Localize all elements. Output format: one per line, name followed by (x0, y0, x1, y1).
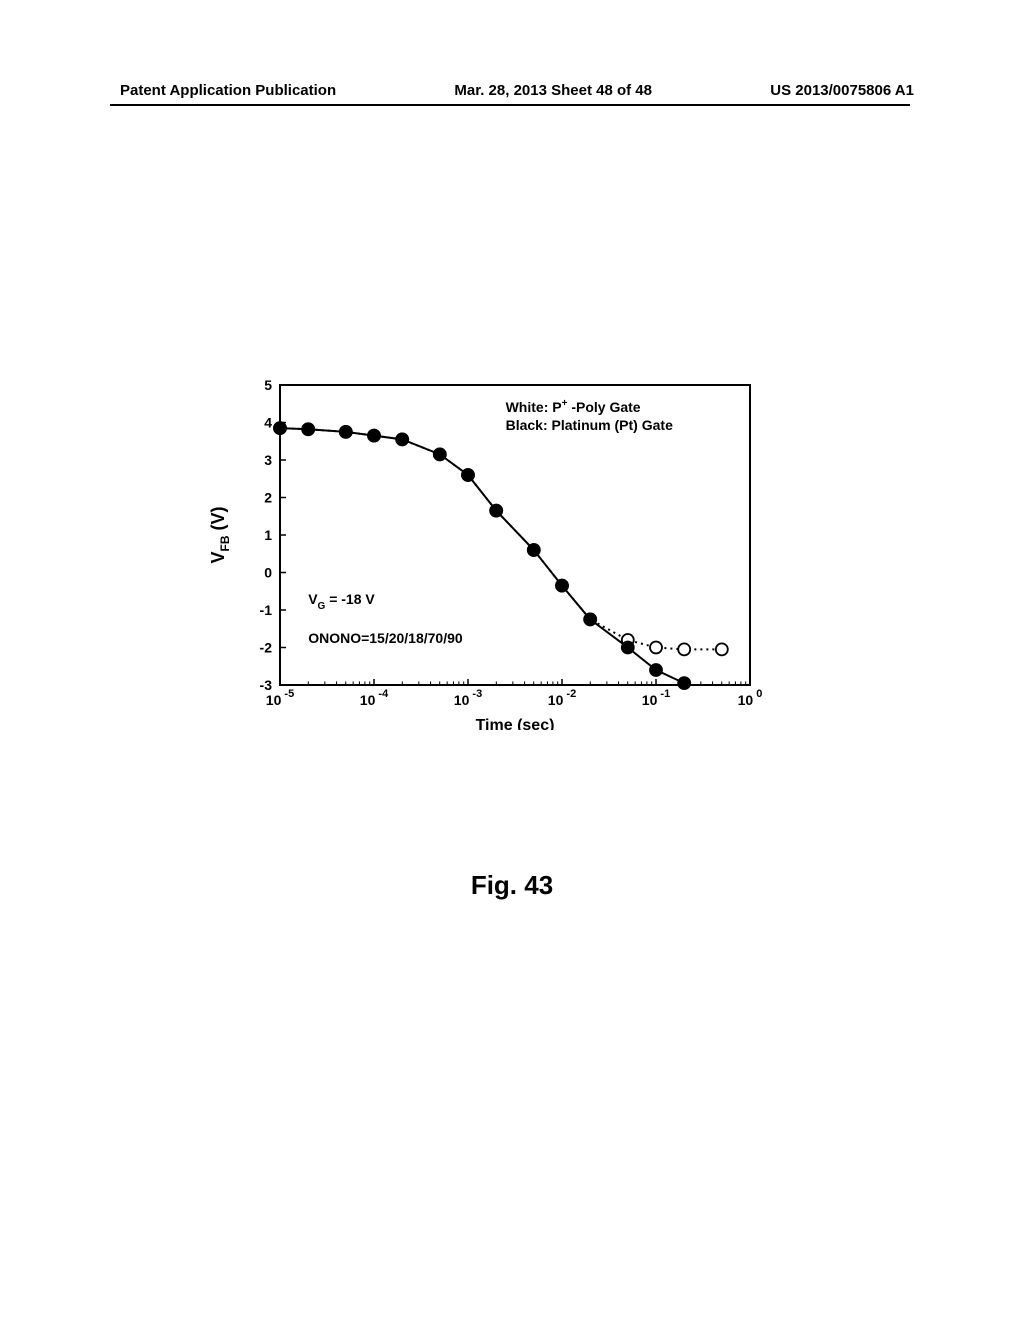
svg-text:1: 1 (264, 527, 272, 543)
header-rule (110, 104, 910, 106)
svg-text:5: 5 (264, 377, 272, 393)
svg-text:10 0: 10 0 (738, 688, 763, 708)
svg-text:10 -3: 10 -3 (454, 688, 482, 708)
figure-caption: Fig. 43 (0, 870, 1024, 901)
svg-text:10 -2: 10 -2 (548, 688, 576, 708)
chart-container: -3-2-101234510 -510 -410 -310 -210 -110 … (210, 370, 770, 730)
svg-text:3: 3 (264, 452, 272, 468)
svg-text:2: 2 (264, 490, 272, 506)
svg-text:Time (sec): Time (sec) (476, 717, 555, 730)
svg-text:10 -1: 10 -1 (642, 688, 670, 708)
svg-text:4: 4 (264, 415, 272, 431)
svg-text:-2: -2 (260, 640, 273, 656)
svg-text:White: P+ -Poly Gate: White: P+ -Poly Gate (506, 398, 641, 415)
vfb-vs-time-chart: -3-2-101234510 -510 -410 -310 -210 -110 … (210, 370, 770, 730)
svg-text:0: 0 (264, 565, 272, 581)
svg-text:VFB (V): VFB (V) (210, 506, 232, 563)
svg-text:-3: -3 (260, 677, 273, 693)
header-right: US 2013/0075806 A1 (770, 82, 914, 99)
svg-text:10 -4: 10 -4 (360, 688, 389, 708)
header-center: Mar. 28, 2013 Sheet 48 of 48 (454, 82, 652, 99)
svg-text:Black: Platinum (Pt) Gate: Black: Platinum (Pt) Gate (506, 417, 673, 433)
header-left: Patent Application Publication (120, 82, 336, 99)
svg-text:-1: -1 (260, 602, 273, 618)
svg-text:ONONO=15/20/18/70/90: ONONO=15/20/18/70/90 (308, 630, 463, 646)
